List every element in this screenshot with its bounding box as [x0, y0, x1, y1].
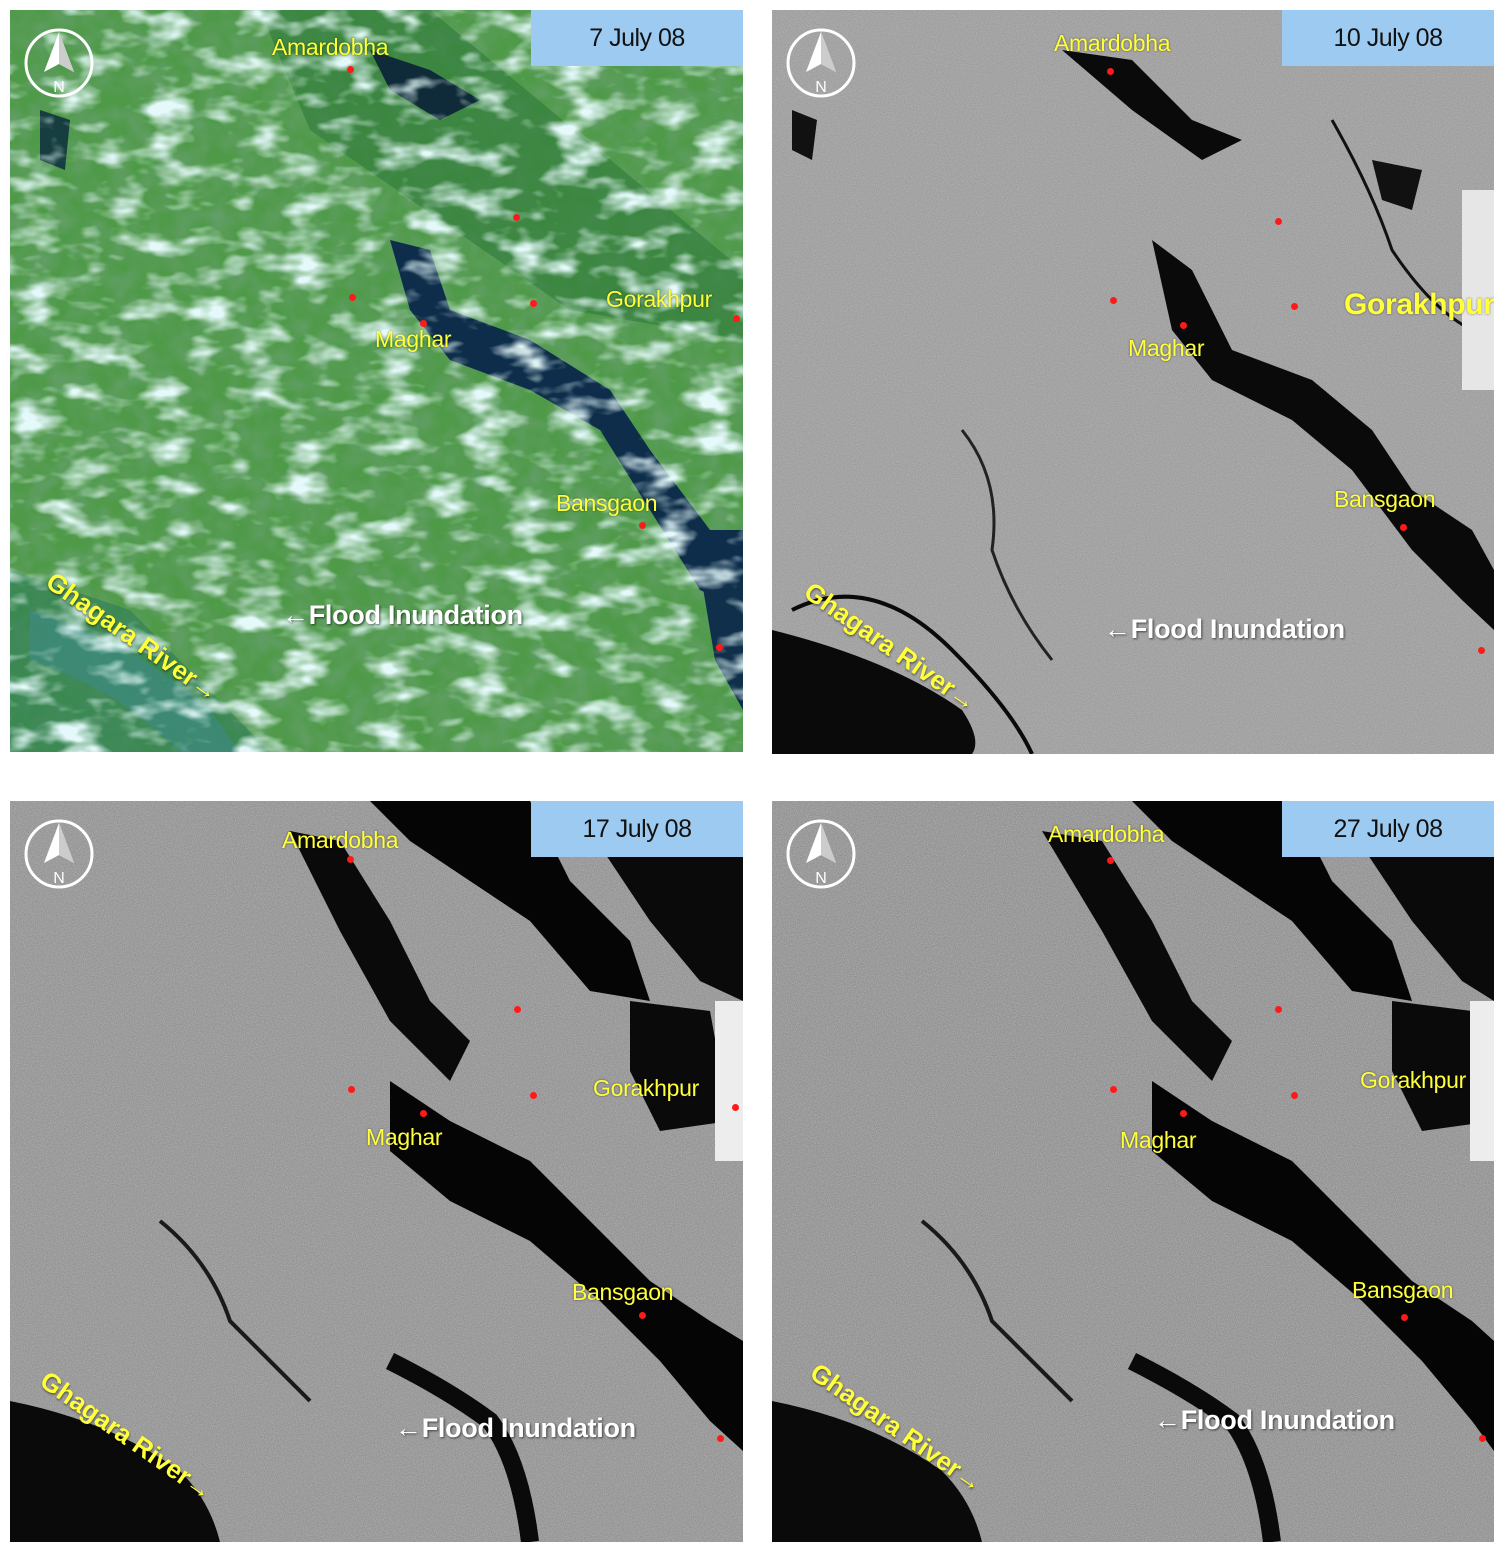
flood-inundation-label: ←Flood Inundation — [1104, 614, 1345, 644]
north-letter: N — [53, 79, 65, 96]
date-label: 10 July 08 — [1282, 10, 1494, 66]
town-marker — [420, 1110, 427, 1117]
town-marker — [1110, 1086, 1117, 1093]
map-panel-17-july: 17 July 08 N Amardobha Gorakhpur Maghar … — [10, 801, 743, 1542]
town-label-amardobha: Amardobha — [272, 34, 389, 60]
town-label-amardobha: Amardobha — [282, 827, 399, 853]
town-marker — [1180, 322, 1187, 329]
town-label-bansgaon: Bansgaon — [572, 1279, 674, 1305]
town-label-maghar: Maghar — [375, 326, 452, 352]
town-label-maghar: Maghar — [366, 1124, 443, 1150]
town-label-gorakhpur: Gorakhpur — [1344, 288, 1494, 321]
town-marker — [1107, 68, 1114, 75]
town-marker — [513, 214, 520, 221]
town-label-gorakhpur: Gorakhpur — [1360, 1067, 1466, 1093]
town-marker — [348, 1086, 355, 1093]
town-marker — [1180, 1110, 1187, 1117]
north-letter: N — [815, 79, 827, 96]
town-marker — [1291, 303, 1298, 310]
town-marker — [349, 294, 356, 301]
map-panel-27-july: 27 July 08 N Amardobha Gorakhpur Maghar … — [772, 801, 1494, 1542]
town-marker — [347, 856, 354, 863]
town-marker — [530, 1092, 537, 1099]
town-marker — [1478, 647, 1485, 654]
north-arrow-icon: N — [24, 28, 94, 98]
date-label: 7 July 08 — [531, 10, 743, 66]
optical-imagery — [10, 10, 743, 752]
town-marker — [1400, 524, 1407, 531]
north-arrow-icon: N — [786, 28, 856, 98]
north-letter: N — [53, 870, 65, 887]
town-label-amardobha: Amardobha — [1048, 821, 1165, 847]
flood-inundation-label: ←Flood Inundation — [1154, 1405, 1395, 1435]
town-label-bansgaon: Bansgaon — [556, 490, 658, 516]
town-label-maghar: Maghar — [1128, 335, 1205, 361]
town-marker — [530, 300, 537, 307]
radar-imagery — [772, 801, 1494, 1542]
radar-imagery — [772, 10, 1494, 754]
town-marker — [732, 1104, 739, 1111]
town-marker — [1479, 1435, 1486, 1442]
radar-imagery — [10, 801, 743, 1542]
town-marker — [514, 1006, 521, 1013]
date-label: 27 July 08 — [1282, 801, 1494, 857]
town-marker — [717, 1435, 724, 1442]
town-marker — [1291, 1092, 1298, 1099]
town-label-gorakhpur: Gorakhpur — [606, 286, 712, 312]
north-arrow-icon: N — [24, 819, 94, 889]
town-marker — [716, 644, 723, 651]
flood-inundation-label: ←Flood Inundation — [282, 600, 523, 630]
town-label-gorakhpur: Gorakhpur — [593, 1075, 699, 1101]
map-panel-7-july: 7 July 08 N Amardobha Gorakhpur Maghar B… — [10, 10, 743, 752]
town-label-maghar: Maghar — [1120, 1127, 1197, 1153]
town-marker — [1275, 1006, 1282, 1013]
town-marker — [1401, 1314, 1408, 1321]
town-marker — [1107, 857, 1114, 864]
date-label: 17 July 08 — [531, 801, 743, 857]
town-marker — [1110, 297, 1117, 304]
town-label-bansgaon: Bansgaon — [1334, 486, 1436, 512]
north-arrow-icon: N — [786, 819, 856, 889]
town-marker — [639, 522, 646, 529]
town-marker — [1275, 218, 1282, 225]
map-panel-10-july: 10 July 08 N Amardobha Gorakhpur Maghar … — [772, 10, 1494, 754]
town-label-amardobha: Amardobha — [1054, 30, 1171, 56]
town-label-bansgaon: Bansgaon — [1352, 1277, 1454, 1303]
flood-inundation-label: ←Flood Inundation — [395, 1413, 636, 1443]
north-letter: N — [815, 870, 827, 887]
town-marker — [420, 320, 427, 327]
town-marker — [733, 315, 740, 322]
town-marker — [347, 66, 354, 73]
town-marker — [639, 1312, 646, 1319]
